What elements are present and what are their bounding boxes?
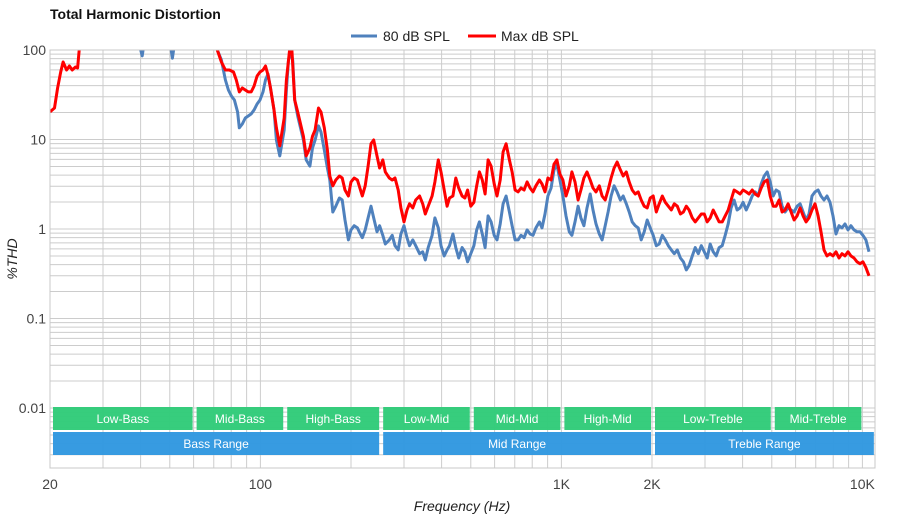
x-tick-label: 20 bbox=[42, 476, 58, 492]
y-tick-label: 10 bbox=[30, 132, 46, 148]
frequency-bands: Low-Bass Mid-Bass High-Bass Low-Mid Mid-Mid H… bbox=[53, 407, 874, 455]
band-high-mid: High-Mid bbox=[564, 407, 651, 430]
band-rect bbox=[564, 407, 651, 430]
x-axis-label: Frequency (Hz) bbox=[414, 498, 510, 514]
legend-item-max[interactable]: Max dB SPL bbox=[468, 28, 579, 44]
band-rect bbox=[655, 407, 771, 430]
band-mid-mid: Mid-Mid bbox=[473, 407, 561, 430]
band-mid-bass: Mid-Bass bbox=[196, 407, 284, 430]
band-rect bbox=[53, 407, 193, 430]
band-label: Low-Treble bbox=[683, 412, 743, 426]
y-tick-labels: 100 10 1 0.1 0.01 bbox=[19, 42, 46, 416]
x-tick-label: 1K bbox=[553, 476, 571, 492]
legend: 80 dB SPL Max dB SPL bbox=[351, 28, 579, 44]
band-treble-range: Treble Range bbox=[655, 432, 874, 455]
band-label: Mid Range bbox=[488, 437, 546, 451]
band-label: Low-Mid bbox=[404, 412, 449, 426]
band-label: Low-Bass bbox=[96, 412, 149, 426]
band-low-mid: Low-Mid bbox=[383, 407, 470, 430]
band-mid-treble: Mid-Treble bbox=[774, 407, 862, 430]
legend-label-80db: 80 dB SPL bbox=[383, 28, 450, 44]
band-rect bbox=[53, 432, 380, 455]
band-label: Mid-Mid bbox=[496, 412, 539, 426]
gridlines bbox=[50, 49, 875, 468]
band-bass-range: Bass Range bbox=[53, 432, 380, 455]
band-label: Mid-Treble bbox=[790, 412, 847, 426]
band-rect bbox=[383, 407, 470, 430]
x-tick-label: 100 bbox=[249, 476, 273, 492]
plot-frame bbox=[49, 49, 876, 469]
legend-item-80db[interactable]: 80 dB SPL bbox=[351, 28, 450, 44]
x-tick-label: 10K bbox=[850, 476, 876, 492]
x-tick-labels: 20 100 1K 2K 10K bbox=[42, 476, 875, 492]
band-label: High-Bass bbox=[306, 412, 361, 426]
band-rect bbox=[655, 432, 874, 455]
band-label: High-Mid bbox=[584, 412, 632, 426]
band-low-bass: Low-Bass bbox=[53, 407, 193, 430]
y-tick-label: 100 bbox=[23, 42, 47, 58]
band-low-treble: Low-Treble bbox=[655, 407, 771, 430]
band-rect bbox=[774, 407, 862, 430]
chart-title: Total Harmonic Distortion bbox=[50, 6, 221, 22]
y-tick-label: 1 bbox=[38, 221, 46, 237]
band-label: Bass Range bbox=[183, 437, 249, 451]
band-rect bbox=[383, 432, 651, 455]
band-rect bbox=[473, 407, 561, 430]
data-series bbox=[50, 50, 871, 277]
y-tick-label: 0.01 bbox=[19, 400, 46, 416]
legend-label-max: Max dB SPL bbox=[501, 28, 579, 44]
band-label: Mid-Bass bbox=[215, 412, 265, 426]
band-mid-range: Mid Range bbox=[383, 432, 651, 455]
series-line-max bbox=[50, 50, 871, 277]
band-rect bbox=[196, 407, 284, 430]
band-label: Treble Range bbox=[728, 437, 801, 451]
band-rect bbox=[287, 407, 380, 430]
y-axis-label: %THD bbox=[4, 238, 20, 279]
band-high-bass: High-Bass bbox=[287, 407, 380, 430]
x-tick-label: 2K bbox=[643, 476, 661, 492]
y-tick-label: 0.1 bbox=[27, 311, 47, 327]
